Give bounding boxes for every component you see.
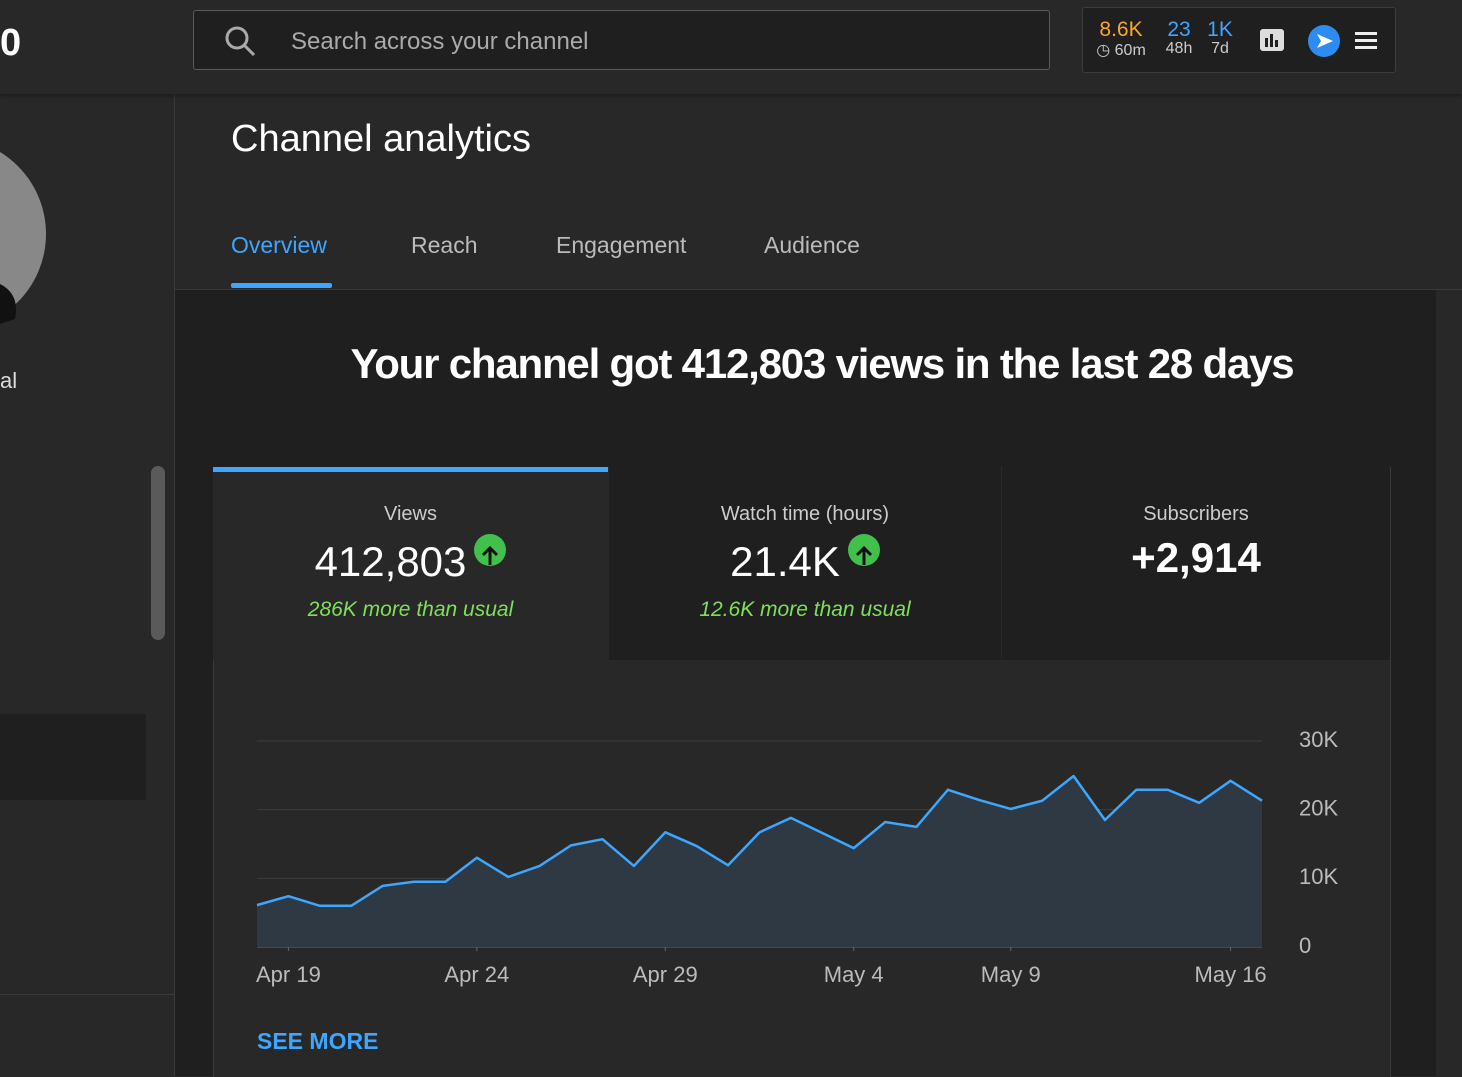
metric-note: 286K more than usual: [307, 598, 514, 621]
stat-label: ◷ 60m: [1096, 42, 1146, 59]
metric-card[interactable]: Watch time (hours) 21.4K 12.6K more than…: [609, 467, 1001, 660]
y-tick-label: 20K: [1299, 795, 1338, 820]
metric-label: Views: [384, 503, 437, 525]
stat-label: 48h: [1165, 40, 1193, 57]
x-tick-label: Apr 24: [444, 962, 509, 987]
divider: [0, 994, 174, 995]
analytics-icon[interactable]: [1259, 28, 1285, 52]
channel-label: al: [0, 368, 18, 393]
extension-icon[interactable]: [1307, 24, 1341, 58]
sidebar: al: [0, 94, 175, 1076]
metric-note: 12.6K more than usual: [699, 598, 911, 621]
chart: 0 10K 20K 30K Apr 19 Apr 24 Apr 29 May 4 May 9 Ma…: [256, 727, 1338, 987]
metric-card[interactable]: Views 412,803 286K more than usual: [213, 467, 608, 660]
scrollbar[interactable]: [151, 466, 165, 640]
logo[interactable]: 0: [0, 22, 22, 64]
tab[interactable]: Audience: [764, 232, 860, 258]
y-tick-label: 0: [1299, 933, 1311, 958]
area: [257, 776, 1262, 947]
stat-value: 1K: [1207, 18, 1233, 41]
metric-value: 412,803: [213, 534, 608, 586]
headline: Your channel got 412,803 views in the la…: [350, 340, 1295, 387]
metric-label: Watch time (hours): [720, 503, 890, 525]
top-bar: 0 Search across your channel 8.6K ◷ 60m 2…: [0, 0, 1462, 94]
metric-card[interactable]: Subscribers +2,914: [1002, 467, 1390, 660]
x-tick-label: May 9: [981, 962, 1041, 987]
nav-item-selected[interactable]: [0, 714, 146, 800]
x-tick-label: May 4: [824, 962, 884, 987]
realtime-stats[interactable]: 8.6K ◷ 60m 23 48h 1K 7d: [1082, 7, 1396, 73]
tab[interactable]: Engagement: [556, 232, 687, 258]
y-tick-label: 30K: [1299, 727, 1338, 752]
scroll-track: [1436, 290, 1462, 1076]
metric-label: Subscribers: [1143, 503, 1249, 525]
stat-label: 7d: [1211, 40, 1229, 57]
stat-value: 8.6K: [1099, 18, 1143, 41]
tab[interactable]: Reach: [411, 232, 478, 258]
x-tick-label: May 16: [1195, 962, 1267, 987]
content-header: [175, 94, 1462, 290]
stat-label-text: 60m: [1114, 42, 1146, 59]
x-tick-label: Apr 29: [633, 962, 698, 987]
avatar: [0, 152, 46, 324]
metric-value: 21.4K: [609, 534, 1001, 586]
x-tick-label: Apr 19: [256, 962, 321, 987]
metric-value: +2,914: [1131, 534, 1261, 581]
metric-value-text: 412,803: [314, 538, 467, 585]
up-icon: [847, 534, 880, 566]
search-placeholder: Search across your channel: [291, 28, 589, 55]
see-more-link[interactable]: SEE MORE: [257, 1028, 379, 1054]
metric-value-text: 21.4K: [730, 538, 840, 585]
menu-icon[interactable]: [1355, 30, 1379, 52]
up-icon: [474, 534, 507, 566]
search-box[interactable]: Search across your channel: [193, 10, 1050, 70]
search-icon: [225, 26, 256, 57]
line: [256, 774, 1263, 908]
y-tick-label: 10K: [1299, 864, 1338, 889]
tab[interactable]: Overview: [231, 232, 327, 258]
stat-value: 23: [1167, 18, 1191, 41]
page-title: Channel analytics: [231, 118, 531, 160]
tab-indicator: [231, 283, 332, 288]
